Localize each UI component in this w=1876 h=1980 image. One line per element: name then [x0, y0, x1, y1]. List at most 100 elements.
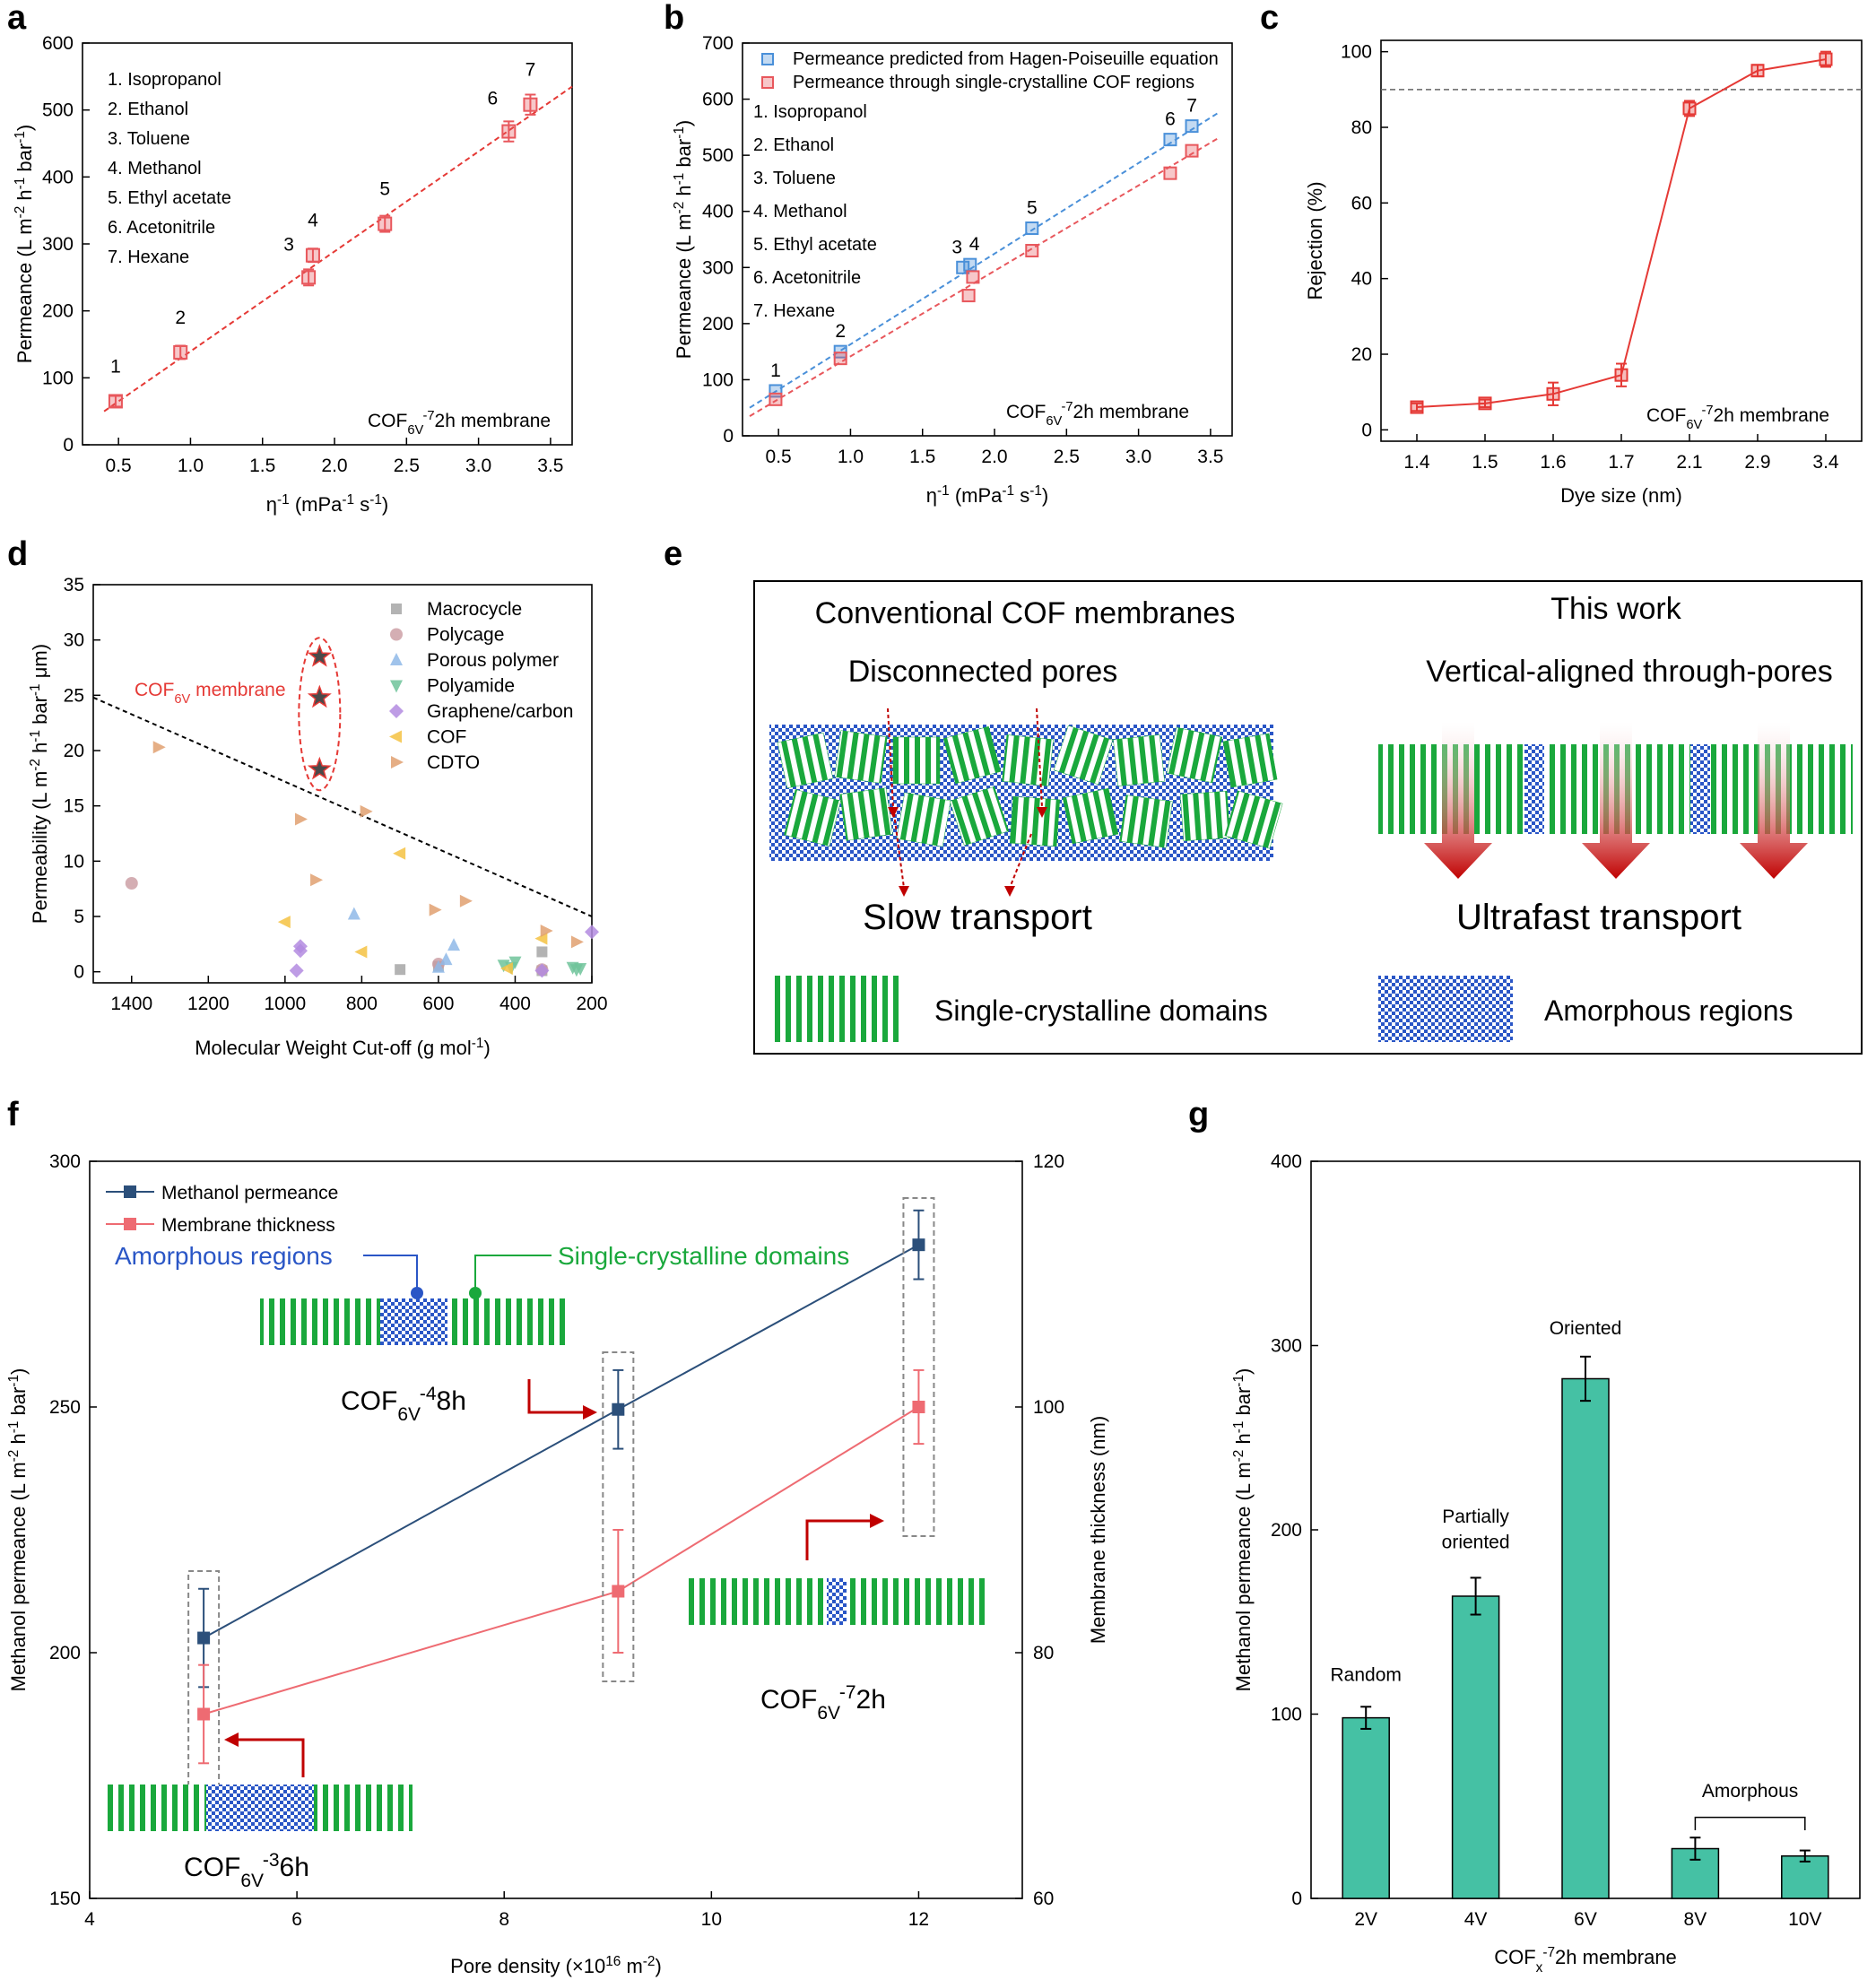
legend-marker [391, 756, 404, 769]
x-tick-label: 4V [1464, 1909, 1488, 1930]
membrane-48h-label: COF6V-48h [341, 1384, 466, 1425]
data-point [1750, 64, 1765, 78]
membrane-schematic-36h [108, 1785, 206, 1831]
legend-label: Macrocycle [427, 599, 522, 620]
y-tick-label: 400 [1271, 1151, 1302, 1172]
x-axis-label-part: ) [382, 493, 388, 516]
membrane-schematic-48h [260, 1298, 380, 1345]
y-axis-label-part: Methanol permeance (L m [1232, 1462, 1255, 1691]
membrane-annotation: COF6V-72h membrane [1646, 404, 1829, 432]
bar-label-oriented: Oriented [1550, 1318, 1622, 1339]
y-tick-label: 500 [702, 145, 734, 166]
panel-label-b: b [664, 0, 684, 37]
y-tick-label: 15 [64, 796, 84, 817]
x-axis-label-part: -1 [472, 1036, 484, 1051]
point-label: 2 [175, 308, 186, 328]
data-point [769, 392, 783, 406]
schematic-panel-e: Conventional COF membranes Disconnected … [753, 580, 1863, 1055]
data-point [277, 916, 291, 929]
membrane-annotation-part: -7 [1701, 404, 1713, 418]
point-label: 6 [487, 89, 498, 109]
y-tick-label: 150 [49, 1889, 81, 1909]
chart-panel-f: 4 6 8 10 12 150 200 250 300 60 80 100 120 Pore densit… [6, 1151, 1110, 1977]
x-axis-label-part: Pore density (×10 [450, 1955, 605, 1977]
x-tick-label: 2.0 [981, 447, 1007, 467]
x-axis-label-part: s [354, 493, 369, 516]
crystal-domain [834, 730, 888, 784]
membrane-schematic-72h [847, 1578, 990, 1625]
legend-label: Porous polymer [427, 650, 559, 671]
y-axis-label-part: Permeance (L m [13, 218, 36, 363]
data-point [1163, 166, 1177, 180]
x-axis-label-part: -1 [1029, 483, 1042, 499]
y-tick-label: 10 [64, 851, 84, 872]
data-point [294, 812, 308, 826]
x-axis-label: COFx-72h membrane [1494, 1945, 1677, 1976]
y-axis-label: Permeance (L m-2 h-1 bar-1) [672, 120, 696, 359]
data-point [612, 1585, 625, 1598]
data-point [173, 344, 188, 360]
amorphous-pointer [363, 1255, 418, 1293]
y-tick-label: 0 [63, 435, 74, 456]
membrane-annotation-part: 6V [1686, 418, 1702, 432]
solvent-list-item: 7. Hexane [753, 301, 835, 321]
data-point [197, 1631, 211, 1645]
schematic-right-result: Ultrafast transport [1456, 898, 1741, 937]
series-line [203, 1406, 919, 1715]
x-tick-label: 1200 [187, 994, 230, 1014]
bar [1451, 1595, 1500, 1899]
crystal-domain [1002, 734, 1054, 786]
y-tick-label: 700 [702, 33, 734, 54]
y-tick-label: 80 [1351, 117, 1372, 138]
data-point [612, 1402, 625, 1416]
x-axis-label-part: -1 [342, 492, 354, 508]
chart-panel-b: 0.5 1.0 1.5 2.0 2.5 3.0 3.5 0 100 200 300 400 500 600… [672, 33, 1233, 507]
legend-label: COF [427, 727, 466, 748]
y-tick-label: 35 [64, 575, 84, 595]
legend-label: Permeance through single-crystalline COF… [793, 73, 1194, 92]
membrane-annotation: COF6V membrane [135, 680, 286, 707]
membrane-48h-label-part: 8h [437, 1386, 466, 1416]
membrane-annotation-part: -7 [422, 409, 434, 423]
x-tick-label: 0.5 [106, 456, 132, 476]
plot-frame [742, 42, 1233, 437]
data-point [197, 1707, 211, 1721]
x-tick-label: 3.4 [1812, 452, 1839, 473]
membrane-annotation-part: COF [1646, 405, 1686, 426]
membrane-schematic-48h [380, 1298, 447, 1345]
solvent-list-item: 7. Hexane [108, 248, 189, 267]
crystal-domain [942, 725, 1002, 785]
star-point [307, 644, 332, 667]
membrane-36h-label-part: 6h [280, 1853, 309, 1882]
y-tick-label: 600 [702, 90, 734, 110]
legend-amorphous-swatch [1378, 976, 1513, 1042]
y-axis-label-part: Permeance (L m [673, 213, 695, 359]
membrane-annotation: COF6V-72h membrane [368, 409, 551, 438]
membrane-72h-label: COF6V-72h [760, 1682, 886, 1724]
left-pore-arrowheads [888, 807, 1047, 897]
data-point [360, 804, 373, 818]
fit-line [749, 137, 1219, 417]
membrane-annotation-part: -7 [1061, 400, 1073, 414]
y-axis-label-part: bar [7, 1387, 30, 1421]
y-axis-label-part: -1 [28, 730, 43, 742]
y-axis-label-part: h [673, 185, 695, 201]
x-tick-label: 600 [422, 994, 454, 1014]
x-tick-label: 1.6 [1540, 452, 1566, 473]
panel-label-e: e [664, 535, 682, 573]
rejection-line [1416, 58, 1827, 409]
membrane-annotation-part: 2h membrane [435, 411, 552, 431]
x-axis-label-part: ) [655, 1955, 661, 1977]
x-tick-label: 3.0 [465, 456, 491, 476]
chart-panel-c: 1.4 1.5 1.6 1.7 2.1 2.9 3.4 0 20 40 60 80 100 Dye siz… [1304, 39, 1863, 507]
crystal-domain [1222, 733, 1278, 788]
pointer-arrow-72h [805, 1519, 870, 1560]
pointer-arrowhead-36h [224, 1732, 239, 1747]
data-point [1185, 143, 1199, 158]
point-label: 7 [1186, 96, 1197, 117]
data-point [961, 289, 976, 303]
y-axis-label-part: -1 [13, 131, 28, 143]
solvent-list-item: 5. Ethyl acetate [753, 235, 877, 255]
x-tick-label: 8V [1684, 1909, 1707, 1930]
data-point [301, 270, 317, 285]
